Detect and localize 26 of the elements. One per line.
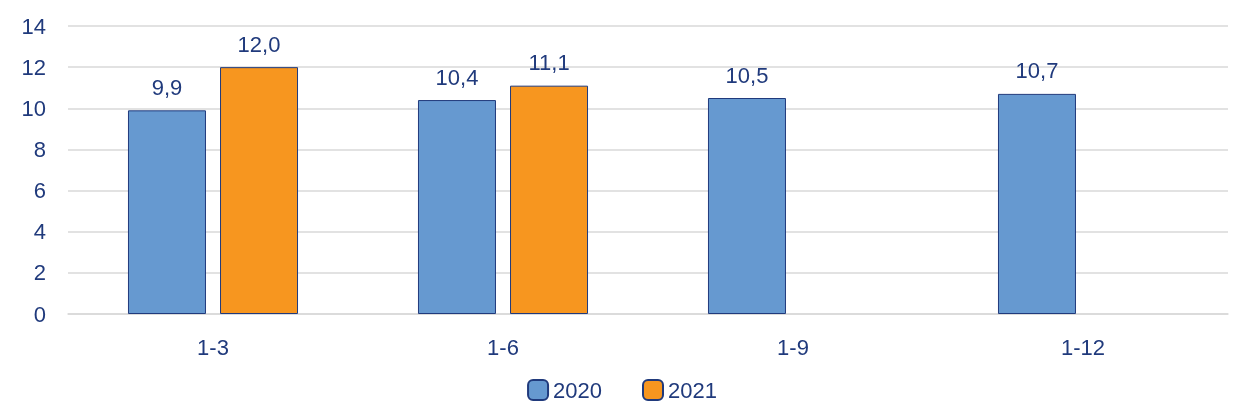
bar	[707, 98, 786, 314]
bar	[127, 110, 206, 314]
bar	[997, 93, 1076, 314]
legend-label: 2021	[668, 377, 717, 403]
data-label: 10,7	[1015, 58, 1059, 84]
y-tick-label: 12	[21, 54, 46, 80]
data-label: 10,4	[435, 64, 479, 90]
bar	[510, 85, 589, 314]
legend-label: 2020	[553, 377, 603, 403]
x-tick-label: 1-6	[487, 334, 519, 360]
data-label: 11,1	[528, 50, 570, 76]
bar	[417, 100, 496, 314]
y-tick-label: 14	[21, 13, 46, 39]
y-tick-label: 2	[33, 260, 46, 286]
y-tick-label: 0	[33, 301, 46, 327]
data-label: 12,0	[237, 31, 281, 57]
x-tick-label: 1-12	[1060, 334, 1106, 360]
x-tick-label: 1-3	[197, 334, 229, 360]
y-tick-label: 4	[33, 219, 46, 245]
y-tick-label: 8	[33, 136, 46, 162]
y-tick-label: 6	[33, 178, 46, 204]
data-label: 10,5	[725, 62, 769, 88]
x-tick-label: 1-9	[777, 334, 809, 360]
data-label: 9,9	[151, 74, 183, 100]
bar	[220, 67, 299, 314]
y-tick-label: 10	[21, 95, 46, 121]
